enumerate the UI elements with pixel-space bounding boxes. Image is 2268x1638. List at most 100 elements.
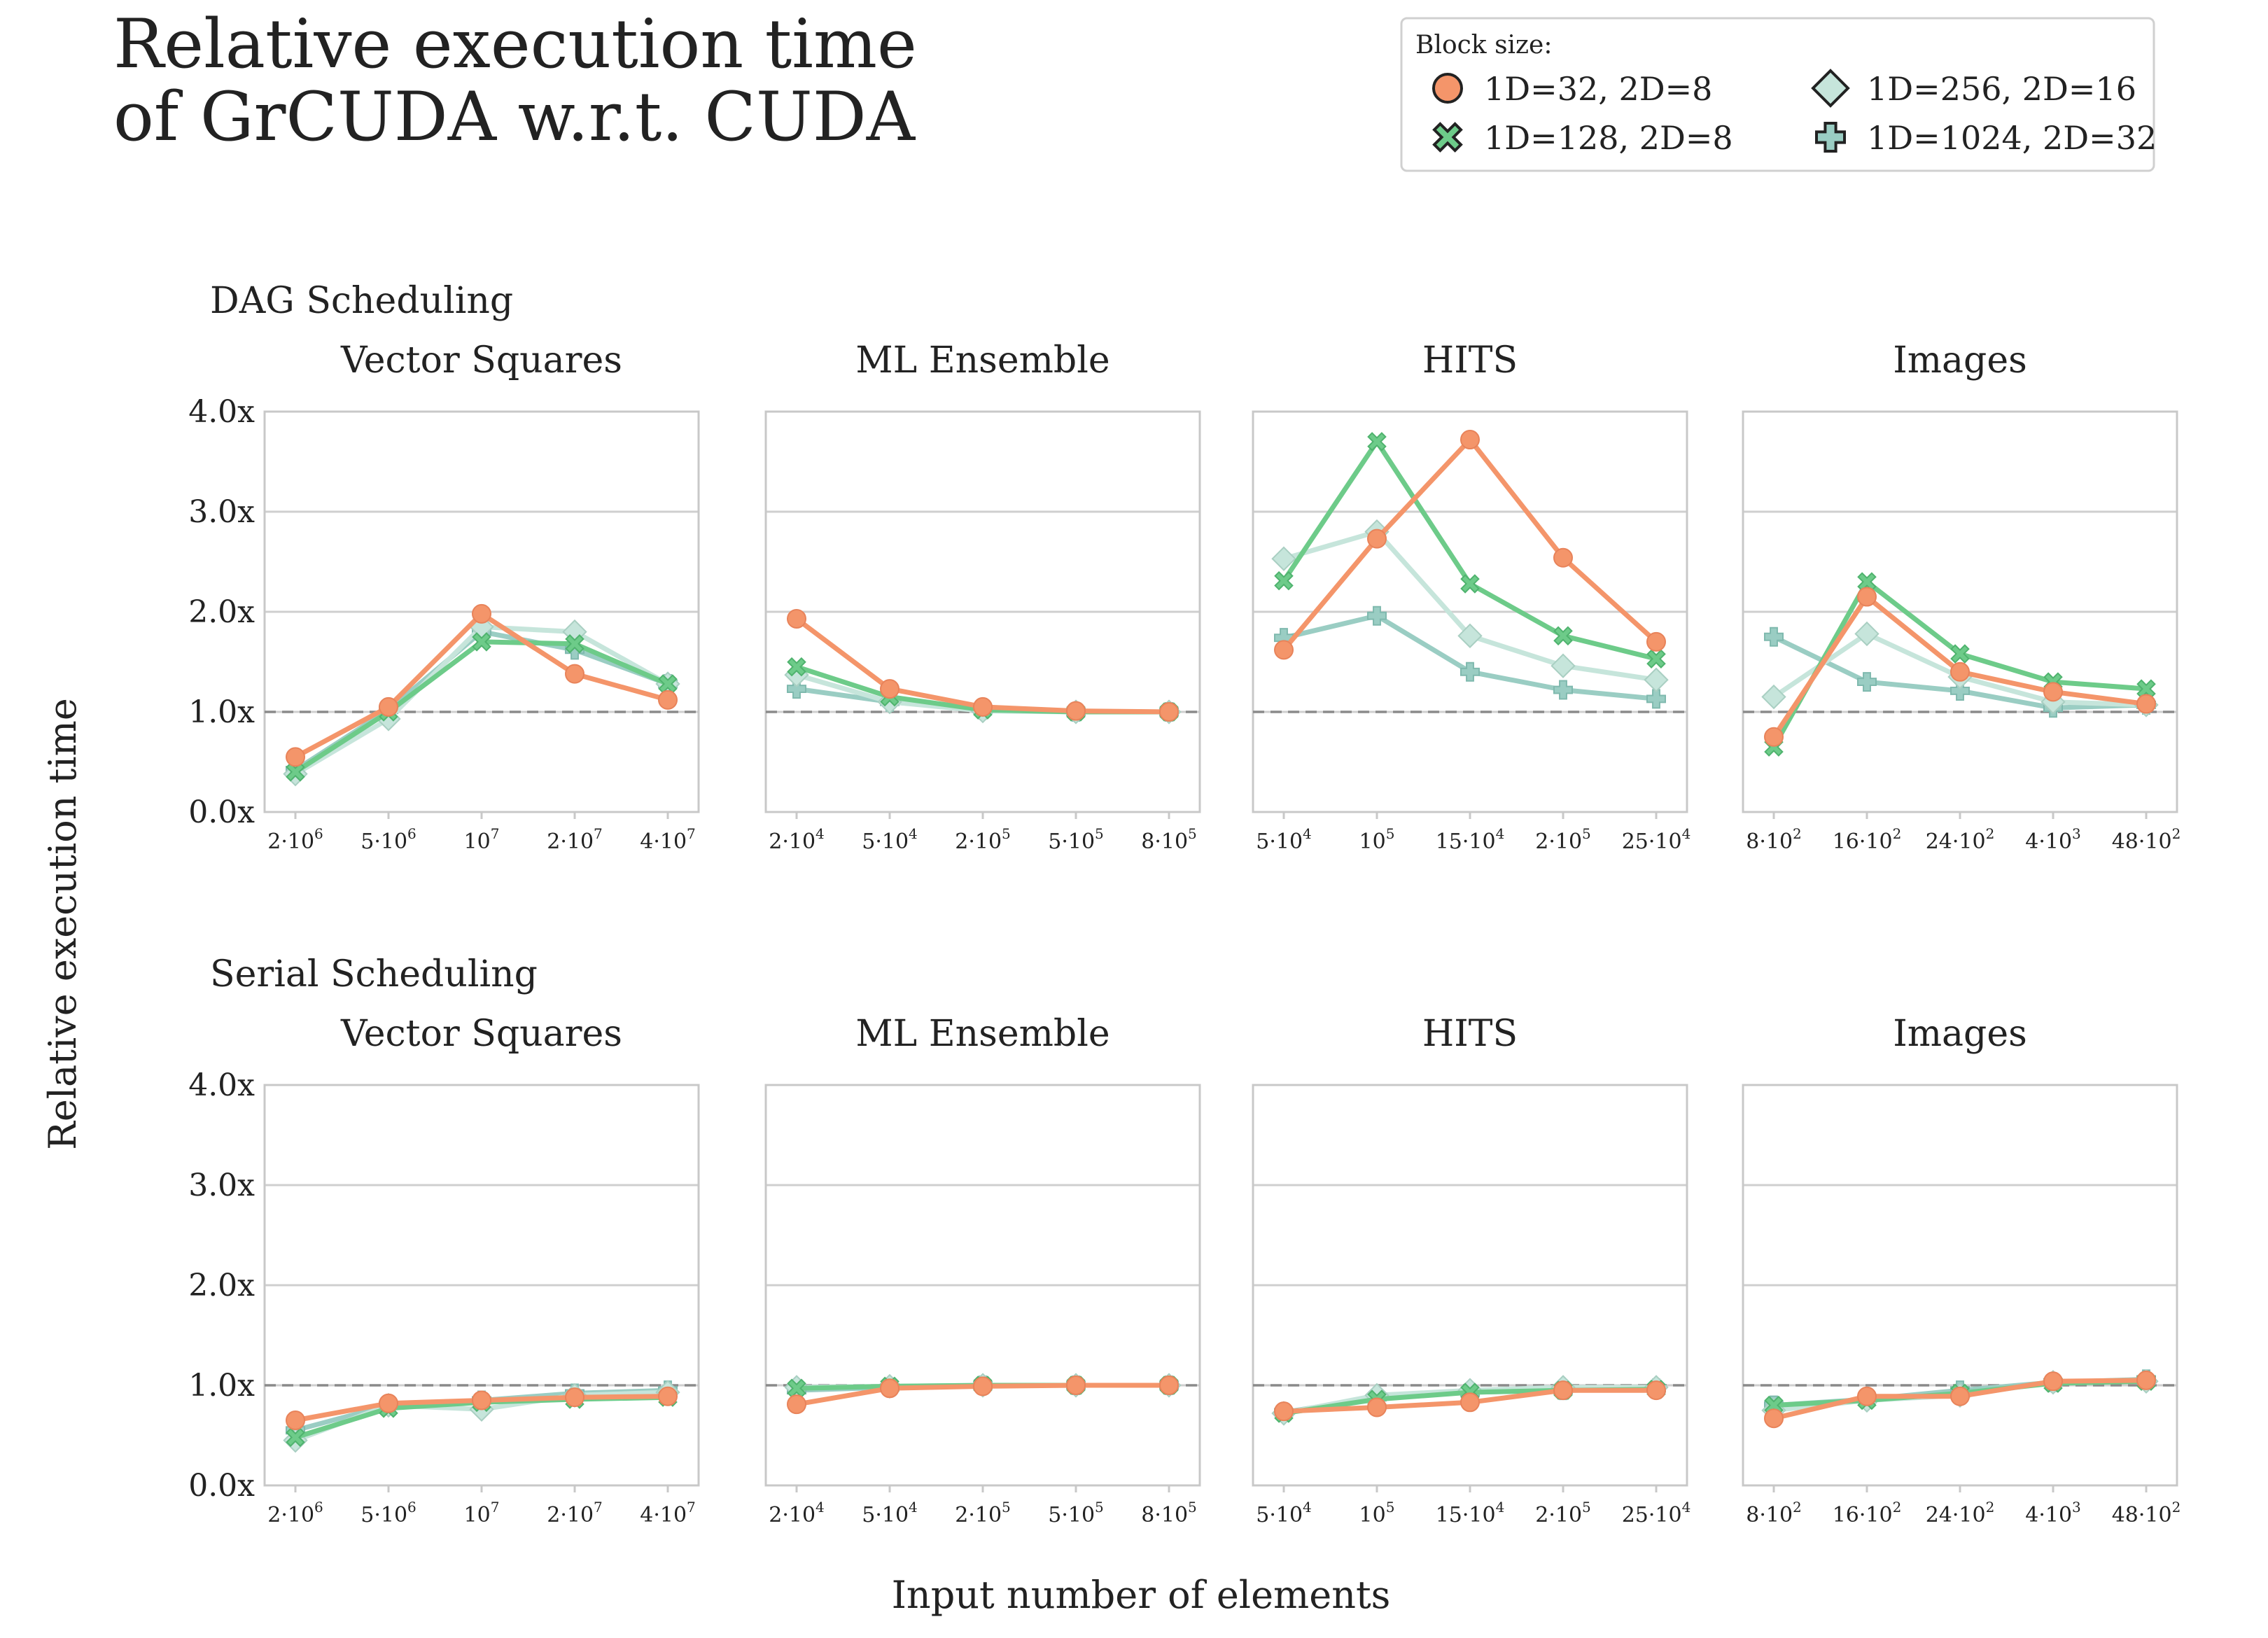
data-point [787, 1394, 806, 1415]
data-point [1553, 680, 1573, 700]
x-tick-label: 2·107 [547, 825, 603, 854]
panel: ML Ensemble 2·104 5·104 2·105 5·105 8·105 [764, 1013, 1201, 1527]
scheduling-row: Serial Scheduling Vector Squares 0.0x 1.0x 2… [188, 953, 2180, 1527]
data-point [1066, 701, 1086, 721]
legend: Block size: 1D=32, 2D=8 1D=128, 2D=8 1D=25… [1400, 17, 2157, 172]
x-tick-label: 8·105 [1141, 1499, 1197, 1527]
data-point [1274, 1401, 1294, 1422]
data-point [379, 696, 398, 717]
x-tick-label: 2·105 [955, 825, 1011, 854]
x-tick-label: 16·102 [1833, 825, 1902, 854]
panel-title: Images [1893, 1013, 2027, 1055]
x-tick-label: 5·105 [1048, 825, 1104, 854]
panel: ML Ensemble 2·104 5·104 2·105 5·105 8·105 [764, 340, 1201, 854]
data-point [1159, 1376, 1179, 1395]
x-tick-label: 24·102 [1926, 1499, 1995, 1527]
x-tick-label: 4·103 [2025, 1499, 2081, 1527]
x-tick-label: 48·102 [2112, 825, 2181, 854]
data-point [1367, 528, 1387, 549]
panel-title: ML Ensemble [855, 340, 1110, 382]
data-point [1950, 662, 1970, 682]
y-tick-label: 4.0x [188, 394, 255, 430]
data-point [658, 690, 678, 710]
y-axis-label: Relative execution time [41, 698, 85, 1150]
data-point [2043, 1371, 2063, 1392]
row-title: DAG Scheduling [210, 280, 513, 322]
legend-entry: 1D=256, 2D=16 [1811, 69, 2136, 108]
x-tick-label: 2·107 [547, 1499, 603, 1527]
x-tick-label: 107 [464, 1499, 500, 1527]
data-point [1950, 1386, 1970, 1406]
x-axis-label: Input number of elements [892, 1573, 1391, 1617]
legend-frame [1400, 17, 2155, 172]
x-tick-label: 2·104 [769, 825, 825, 854]
data-point [787, 609, 806, 629]
series-line [1281, 529, 1659, 682]
x-tick-label: 2·105 [1535, 825, 1591, 854]
x-tick-label: 5·104 [862, 1499, 918, 1527]
legend-marker-diamond [1811, 69, 1850, 108]
data-point [880, 1378, 899, 1399]
data-point [1644, 667, 1669, 692]
scheduling-row: DAG Scheduling Vector Squares 0.0x 1.0x 2.0x… [188, 280, 2180, 854]
series-line [293, 639, 671, 775]
data-point [1460, 574, 1480, 594]
y-tick-label: 0.0x [188, 794, 255, 830]
x-tick-label: 2·106 [267, 825, 323, 854]
series [1764, 1370, 2156, 1429]
y-tick-label: 1.0x [188, 694, 255, 730]
data-point [1854, 621, 1879, 647]
data-point [1857, 1386, 1877, 1406]
data-point [1457, 623, 1483, 648]
data-point [1646, 631, 1666, 652]
x-tick-label: 48·102 [2112, 1499, 2181, 1527]
x-tick-label: 8·102 [1746, 1499, 1802, 1527]
legend-label: 1D=1024, 2D=32 [1867, 119, 2157, 157]
y-tick-label: 3.0x [188, 1168, 255, 1203]
panel: HITS 5·104 105 15·104 2·105 25·104 [1252, 340, 1690, 854]
x-tick-label: 4·107 [640, 825, 696, 854]
x-tick-label: 15·104 [1436, 1499, 1505, 1527]
x-tick-label: 5·106 [360, 825, 416, 854]
data-point [973, 1376, 993, 1396]
data-point [1159, 702, 1179, 722]
x-tick-label: 4·107 [640, 1499, 696, 1527]
data-point [1646, 689, 1666, 709]
x-tick-label: 2·104 [769, 1499, 825, 1527]
x-tick-label: 5·105 [1048, 1499, 1104, 1527]
series [1274, 432, 1666, 668]
data-point [1553, 1380, 1573, 1401]
data-point [1857, 587, 1877, 607]
panel: Images 8·102 16·102 24·102 4·103 48·102 [1742, 1013, 2181, 1527]
legend-label: 1D=32, 2D=8 [1484, 70, 1712, 108]
x-tick-label: 4·103 [2025, 825, 2081, 854]
data-point [565, 664, 584, 684]
data-point [1857, 672, 1877, 692]
series [286, 632, 678, 782]
x-tick-label: 8·105 [1141, 825, 1197, 854]
data-point [286, 1410, 305, 1431]
legend-title: Block size: [1415, 31, 1552, 59]
x-tick-label: 25·104 [1622, 1499, 1691, 1527]
legend-marker-circle [1432, 73, 1463, 104]
x-tick-label: 15·104 [1436, 825, 1505, 854]
series [787, 609, 1179, 722]
legend-label: 1D=128, 2D=8 [1484, 119, 1733, 157]
data-point [1646, 1380, 1666, 1401]
x-tick-label: 2·105 [1535, 1499, 1591, 1527]
y-tick-label: 1.0x [188, 1368, 255, 1404]
data-point [2136, 694, 2156, 714]
legend-marker-plus [1815, 122, 1846, 153]
data-point [658, 1386, 678, 1406]
series [1764, 587, 2156, 747]
legend-entry: 1D=128, 2D=8 [1432, 119, 1733, 157]
data-point [1460, 430, 1480, 450]
data-point [1274, 570, 1294, 591]
data-point [472, 632, 491, 652]
panel: Vector Squares 0.0x 1.0x 2.0x 3.0x 4.0x 2·106 5… [188, 1013, 700, 1527]
data-point [1764, 1408, 1784, 1429]
panel: Images 8·102 16·102 24·102 4·103 48·102 [1742, 340, 2181, 854]
data-point [472, 603, 491, 624]
x-tick-label: 5·104 [1256, 825, 1312, 854]
x-tick-label: 105 [1359, 825, 1395, 854]
